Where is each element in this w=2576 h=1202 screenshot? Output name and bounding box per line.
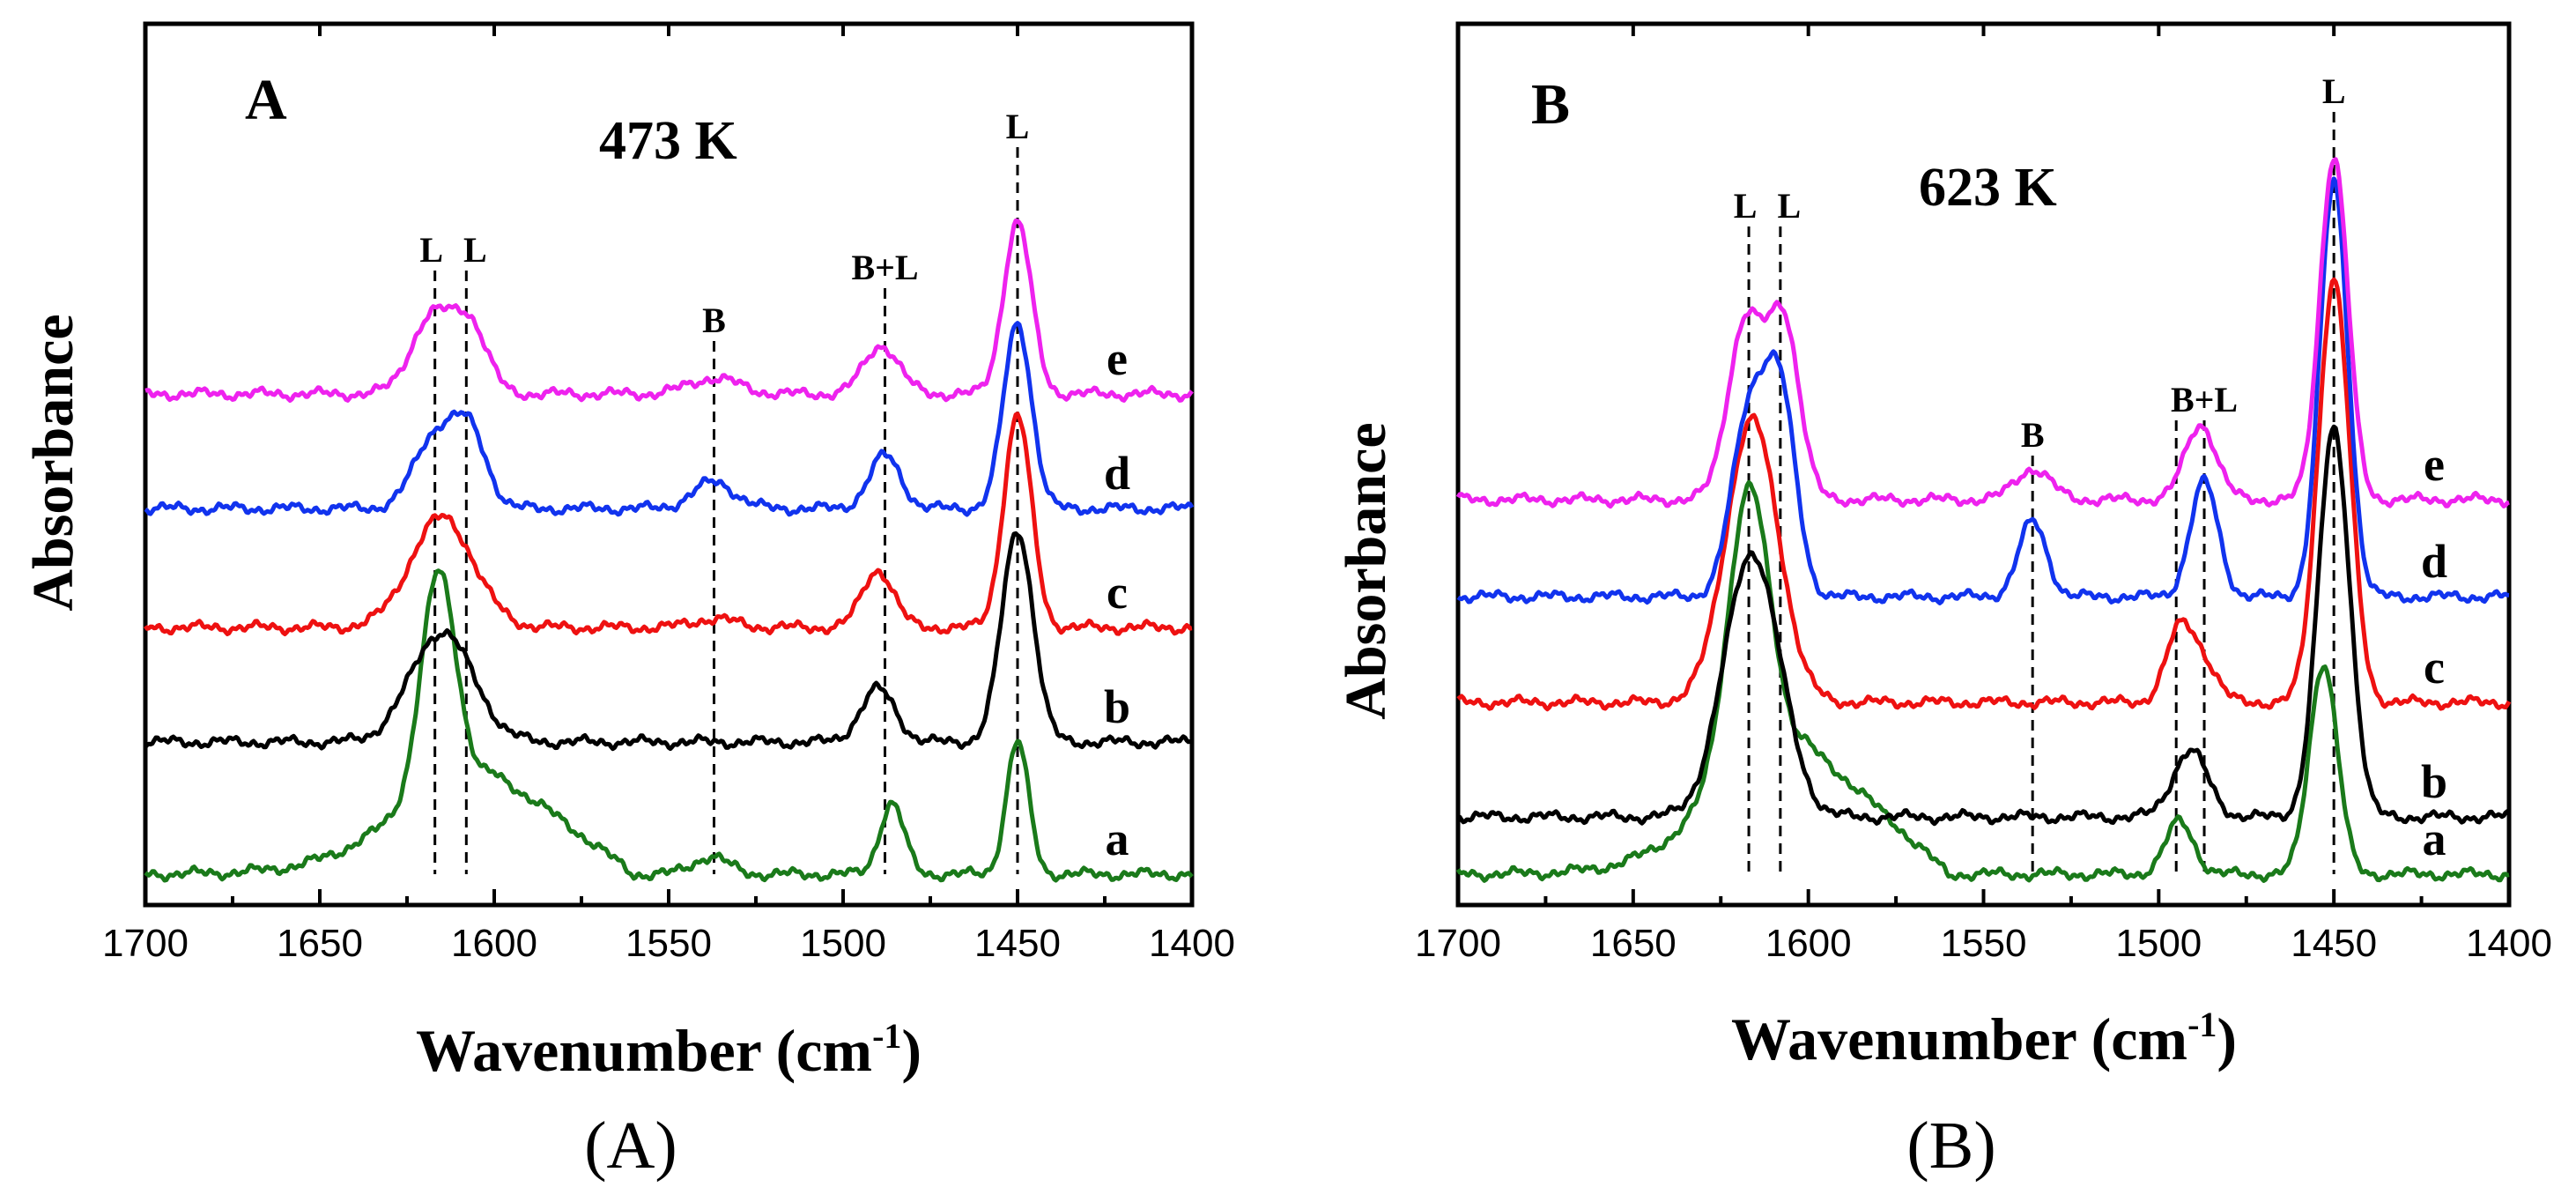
panel-b-band-label: L — [1734, 186, 1758, 226]
panel-b-x-axis-title-superscript: -1 — [2187, 1005, 2217, 1044]
panel-b-x-tick-label: 1700 — [1415, 922, 1501, 965]
panel-b-series-a-line — [1455, 479, 2510, 883]
panel-b-series-b-line — [1457, 424, 2511, 827]
panel-a-series-a-label: a — [1106, 812, 1129, 865]
panel-b-x-tick-label: 1600 — [1765, 922, 1852, 965]
panel-b-band-label: B — [2021, 415, 2045, 455]
panel-b-x-tick-label: 1500 — [2115, 922, 2202, 965]
panel-b-caption: (B) — [1906, 1109, 1995, 1183]
panel-a-x-tick-label: 1700 — [102, 922, 189, 965]
panel-a-series-b-label: b — [1104, 680, 1130, 733]
panel-b-x-axis-title-close: ) — [2217, 1005, 2237, 1072]
panel-b-band-label: L — [2322, 71, 2346, 111]
panel-b-series-d-line — [1456, 176, 2510, 605]
panel-b-series — [1455, 157, 2512, 883]
panel-a-band-label: L — [419, 230, 443, 270]
panel-b-x-axis-title-main: Wavenumber (cm — [1731, 1005, 2187, 1072]
panel-a-caption: (A) — [584, 1109, 677, 1183]
panel-a-series — [143, 219, 1195, 883]
panel-b-series-a-label: a — [2423, 812, 2446, 865]
panel-a-x-axis-title: Wavenumber (cm-1) — [416, 1016, 922, 1084]
panel-b-series-b-label: b — [2421, 755, 2447, 808]
panel-b-band-label: B+L — [2171, 380, 2238, 419]
panel-a-x-tick-label: 1400 — [1149, 922, 1235, 965]
panel-b-x-axis-title: Wavenumber (cm-1) — [1731, 1005, 2237, 1072]
panel-b-tick-labels: 1700 1650 1600 1550 1500 1450 1400 — [1415, 922, 2552, 965]
panel-a-series-labels: a b c d e — [1104, 332, 1130, 865]
panel-b: 1700 1650 1600 1550 1500 1450 1400 L LBB+LL abc… — [1334, 21, 2552, 1183]
panel-a-series-d-label: d — [1104, 447, 1130, 500]
panel-a-band-label: L — [463, 230, 487, 270]
panel-a-tick-labels: 1700 1650 1600 1550 1500 1450 1400 — [102, 922, 1235, 965]
panel-a-series-b-line — [144, 531, 1194, 752]
panel-a: 1700 1650 1600 1550 1500 1450 1400 L LBB+LL abc… — [21, 21, 1235, 1183]
panel-a-y-axis-title: Absorbance — [21, 314, 85, 611]
panel-b-letter: B — [1531, 72, 1570, 137]
panel-b-tick-marks — [1456, 24, 2511, 905]
panel-a-tick-marks — [144, 24, 1194, 905]
panel-a-series-e-label: e — [1107, 332, 1128, 385]
panel-a-x-tick-label: 1450 — [974, 922, 1061, 965]
panel-a-band-label: B — [702, 300, 726, 340]
panel-a-band-label: B+L — [851, 248, 918, 287]
panel-a-series-d-line — [144, 321, 1195, 517]
panel-b-series-e-line — [1455, 157, 2510, 509]
panel-a-band-labels: L LBB+LL — [419, 107, 1029, 340]
panel-a-x-tick-label: 1650 — [277, 922, 363, 965]
panel-a-band-label: L — [1006, 107, 1030, 146]
panel-b-series-d-label: d — [2421, 535, 2447, 588]
panel-b-series-c-line — [1456, 277, 2512, 712]
panel-a-x-axis-title-superscript: -1 — [872, 1016, 901, 1056]
panel-b-series-labels: ab cde — [2421, 438, 2447, 865]
panel-a-x-axis-title-main: Wavenumber (cm — [416, 1017, 872, 1084]
panel-a-series-c-label: c — [1107, 566, 1128, 619]
panel-b-series-e-label: e — [2424, 438, 2445, 491]
panel-b-band-labels: L LBB+LL — [1734, 71, 2346, 455]
panel-a-x-tick-label: 1600 — [451, 922, 537, 965]
panel-a-letter: A — [245, 68, 287, 132]
panel-a-x-tick-label: 1550 — [625, 922, 712, 965]
panel-a-temperature: 473 K — [599, 111, 737, 171]
panel-b-x-tick-label: 1650 — [1590, 922, 1677, 965]
panel-a-x-tick-label: 1500 — [800, 922, 886, 965]
panel-b-x-tick-label: 1400 — [2466, 922, 2552, 965]
panel-b-x-tick-label: 1550 — [1941, 922, 2027, 965]
panel-a-series-e-line — [144, 219, 1194, 403]
panel-b-y-axis-title: Absorbance — [1334, 422, 1398, 719]
panel-b-x-tick-label: 1450 — [2291, 922, 2377, 965]
panel-b-temperature: 623 K — [1919, 158, 2057, 218]
panel-b-series-c-label: c — [2424, 641, 2445, 694]
panel-a-x-axis-title-close: ) — [901, 1017, 922, 1084]
panel-a-series-c-line — [143, 412, 1193, 636]
panel-b-band-label: L — [1778, 186, 1802, 226]
panel-a-series-a-line — [144, 568, 1194, 883]
